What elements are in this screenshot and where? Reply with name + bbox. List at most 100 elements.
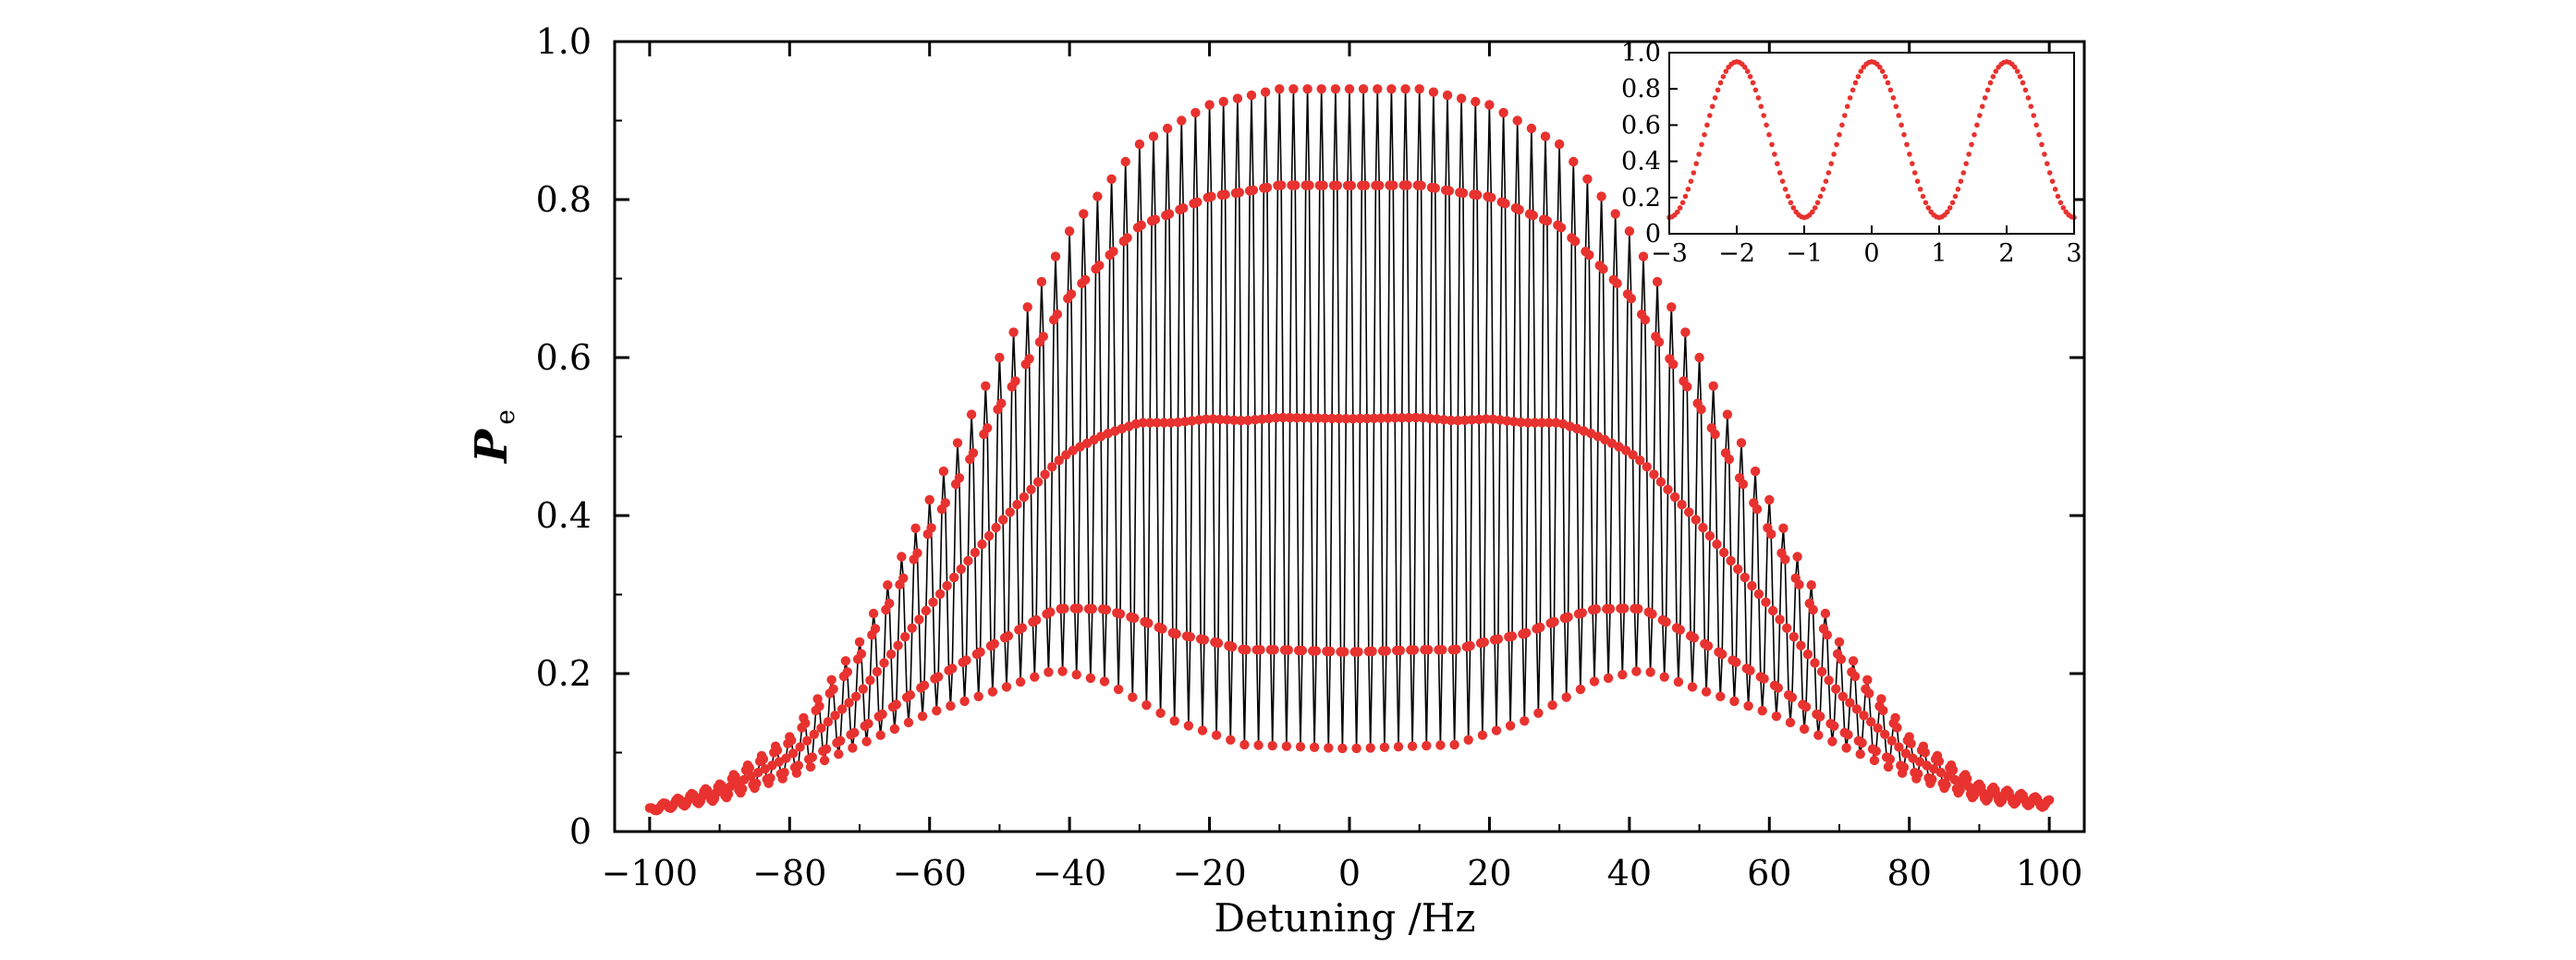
main-data-point <box>966 409 977 419</box>
main-data-point <box>1733 564 1743 575</box>
main-data-point <box>970 547 981 558</box>
main-data-point <box>834 749 844 759</box>
main-data-point <box>1326 413 1337 424</box>
inset-x-tick-label: −3 <box>1651 239 1688 268</box>
main-data-point <box>1726 555 1736 566</box>
main-data-point <box>1197 725 1208 735</box>
inset-background <box>1669 53 2074 234</box>
inset-data-point <box>1898 122 1904 128</box>
main-data-point <box>1397 413 1408 423</box>
main-data-point <box>897 552 907 562</box>
main-data-point <box>1145 418 1155 428</box>
main-data-point <box>1689 633 1700 643</box>
inset-data-point <box>1844 103 1850 109</box>
main-data-point <box>1704 530 1715 541</box>
main-data-point <box>1493 634 1504 644</box>
inset-data-point <box>1901 132 1907 138</box>
main-data-point <box>983 423 993 433</box>
main-data-point <box>1941 780 1951 790</box>
main-data-point <box>1724 454 1735 465</box>
main-data-point <box>1136 220 1147 230</box>
main-data-point <box>1218 96 1228 107</box>
inset-data-point <box>2028 103 2034 109</box>
main-data-point <box>1894 742 1904 752</box>
inset-data-point <box>1990 74 1996 79</box>
main-data-point <box>1512 115 1522 126</box>
main-data-point <box>1017 623 1028 633</box>
main-data-point <box>1388 180 1398 190</box>
main-data-point <box>1696 404 1706 415</box>
main-data-point <box>1355 413 1365 424</box>
main-data-point <box>1358 84 1369 94</box>
main-data-point <box>963 555 973 566</box>
main-data-point <box>1201 414 1212 424</box>
main-data-point <box>1612 278 1622 288</box>
main-data-point <box>1962 773 1972 784</box>
main-data-point <box>1864 688 1874 699</box>
main-data-point <box>1857 737 1867 748</box>
main-data-point <box>1432 414 1442 424</box>
main-data-point <box>1841 743 1851 753</box>
main-data-point <box>723 789 734 799</box>
main-data-point <box>1155 708 1166 718</box>
main-data-point <box>1330 84 1341 94</box>
inset-data-point <box>1814 200 1821 206</box>
main-data-point <box>1271 413 1281 423</box>
inset-data-point <box>1893 103 1899 109</box>
main-data-point <box>1057 666 1068 676</box>
main-data-point <box>1173 417 1183 428</box>
main-data-point <box>1883 761 1894 772</box>
main-y-tick-label: 0 <box>569 811 592 852</box>
inset-data-point <box>1812 205 1818 211</box>
main-data-point <box>1682 382 1692 392</box>
main-y-tick-label: 0.6 <box>536 337 592 378</box>
main-data-point <box>905 690 916 700</box>
inset-data-point <box>1823 178 1829 184</box>
main-data-point <box>1241 645 1251 655</box>
inset-data-point <box>2036 132 2042 138</box>
inset-data-point <box>1960 170 1967 176</box>
main-data-point <box>1507 631 1518 641</box>
inset-y-tick-label: 0 <box>1645 220 1661 249</box>
main-data-point <box>1299 413 1310 423</box>
main-data-point <box>877 709 887 720</box>
inset-data-point <box>1790 205 1797 211</box>
main-data-point <box>1152 418 1163 428</box>
main-data-point <box>1365 743 1375 753</box>
main-y-axis: 0 0.2 0.4 0.6 0.8 1.0 <box>536 21 2084 852</box>
main-data-point <box>1003 631 1014 641</box>
inset-data-point <box>1882 74 1888 79</box>
main-data-point <box>1631 666 1642 676</box>
main-data-point <box>1547 700 1557 711</box>
main-data-point <box>1850 671 1861 682</box>
main-data-point <box>1663 484 1673 494</box>
main-data-point <box>1752 504 1763 515</box>
inset-data-point <box>1707 113 1713 118</box>
main-data-point <box>1360 180 1371 190</box>
main-data-point <box>1649 469 1659 480</box>
inset-data-point <box>2014 68 2021 74</box>
main-data-point <box>1521 627 1532 638</box>
main-data-point <box>1032 614 1042 626</box>
main-data-point <box>1673 676 1684 687</box>
main-data-point <box>889 723 900 735</box>
inset-data-point <box>1699 141 1704 148</box>
inset-x-tick-label: 0 <box>1863 239 1879 268</box>
inset-data-point <box>1677 205 1683 211</box>
inset-data-point <box>1788 200 1794 206</box>
inset-data-point <box>1688 178 1694 184</box>
inset-data-point <box>2020 79 2026 86</box>
main-data-point <box>1422 740 1432 751</box>
main-data-point <box>861 736 872 747</box>
main-data-point <box>1428 87 1439 97</box>
main-data-point <box>1283 645 1294 655</box>
main-data-point <box>744 762 754 773</box>
main-data-point <box>1281 741 1292 751</box>
main-data-point <box>987 687 998 697</box>
main-data-point <box>1022 302 1032 312</box>
main-data-point <box>1549 616 1559 627</box>
main-data-point <box>1855 749 1865 759</box>
main-data-point <box>932 706 942 716</box>
main-data-point <box>1865 717 1876 727</box>
main-data-point <box>1019 492 1030 503</box>
